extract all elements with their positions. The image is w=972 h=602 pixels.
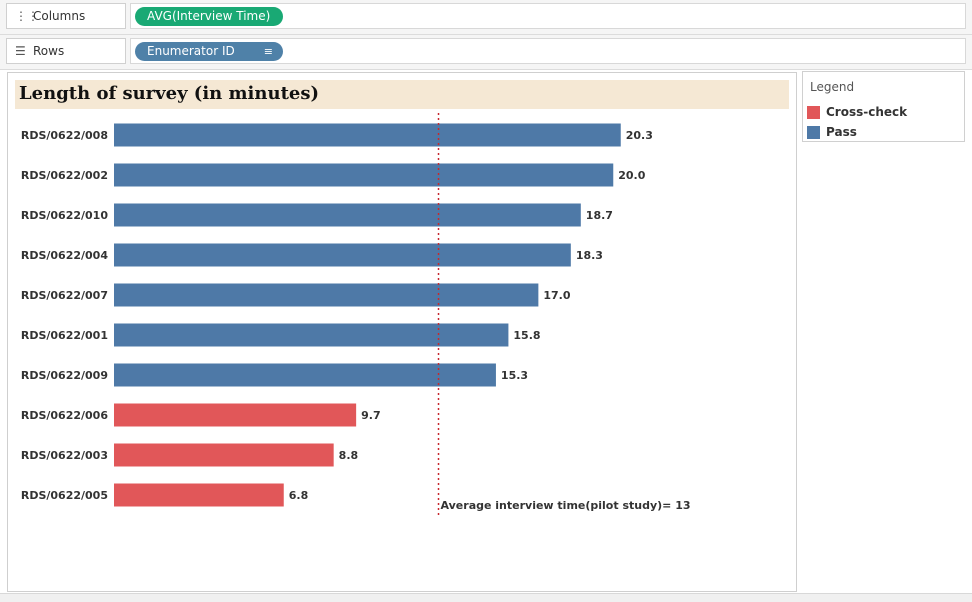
rows-drop-area[interactable]: Enumerator ID ≡ [130, 38, 966, 64]
category-label: RDS/0622/002 [21, 169, 108, 182]
data-label: 8.8 [339, 449, 359, 462]
bar-rds-0622-002[interactable] [114, 163, 614, 187]
columns-drop-area[interactable]: AVG(Interview Time) [130, 3, 966, 29]
legend-title: Legend [810, 80, 855, 94]
category-label: RDS/0622/001 [21, 329, 108, 342]
bar-rds-0622-007[interactable] [114, 283, 539, 307]
data-label: 20.0 [618, 169, 645, 182]
rows-shelf: ☰ Rows Enumerator ID ≡ [0, 35, 972, 70]
data-label: 9.7 [361, 409, 381, 422]
bar-rds-0622-009[interactable] [114, 363, 496, 387]
legend-label-pass: Pass [826, 125, 857, 139]
bar-rds-0622-006[interactable] [114, 403, 357, 427]
rows-pill-label: Enumerator ID [147, 44, 235, 58]
legend-label-cross-check: Cross-check [826, 105, 908, 119]
category-label: RDS/0622/006 [21, 409, 108, 422]
sort-descending-icon[interactable]: ≡ [263, 45, 273, 58]
rows-icon: ☰ [15, 44, 26, 58]
sheet-tabs-bar [0, 593, 972, 602]
category-label: RDS/0622/003 [21, 449, 108, 462]
data-label: 18.7 [586, 209, 613, 222]
reference-line-label: Average interview time(pilot study)= 13 [441, 499, 691, 512]
bar-rds-0622-005[interactable] [114, 483, 284, 507]
title-bar: Length of survey (in minutes) [15, 80, 789, 109]
rows-pill-enumerator-id[interactable]: Enumerator ID ≡ [135, 42, 283, 61]
legend: Legend Cross-check Pass [802, 71, 965, 142]
columns-shelf-label: ⋮⋮ Columns [6, 3, 126, 29]
data-label: 20.3 [626, 129, 653, 142]
data-label: 18.3 [576, 249, 603, 262]
category-label: RDS/0622/010 [21, 209, 108, 222]
data-label: 15.3 [501, 369, 528, 382]
rows-shelf-label: ☰ Rows [6, 38, 126, 64]
category-label: RDS/0622/004 [21, 249, 108, 262]
data-label: 17.0 [543, 289, 570, 302]
data-label: 6.8 [289, 489, 309, 502]
bar-rds-0622-003[interactable] [114, 443, 334, 467]
category-label: RDS/0622/005 [21, 489, 108, 502]
bar-rds-0622-004[interactable] [114, 243, 571, 267]
legend-swatch-pass [807, 126, 820, 139]
category-label: RDS/0622/007 [21, 289, 108, 302]
bar-chart: RDS/0622/008 20.3 RDS/0622/002 20.0 RDS/0622… [21, 113, 691, 515]
legend-swatch-cross-check [807, 106, 820, 119]
category-label: RDS/0622/008 [21, 129, 108, 142]
columns-pill-label: AVG(Interview Time) [147, 9, 271, 23]
columns-shelf: ⋮⋮ Columns AVG(Interview Time) [0, 0, 972, 35]
columns-label: Columns [33, 9, 86, 23]
chart-view: Length of survey (in minutes) RDS/0622/0… [7, 72, 797, 592]
bar-rds-0622-001[interactable] [114, 323, 509, 347]
columns-pill-avg-interview-time[interactable]: AVG(Interview Time) [135, 7, 283, 26]
data-label: 15.8 [513, 329, 540, 342]
chart-title: Length of survey (in minutes) [19, 83, 319, 104]
bar-rds-0622-008[interactable] [114, 123, 621, 147]
category-label: RDS/0622/009 [21, 369, 108, 382]
rows-label: Rows [33, 44, 65, 58]
bar-rds-0622-010[interactable] [114, 203, 581, 227]
columns-icon: ⋮⋮ [15, 9, 39, 23]
